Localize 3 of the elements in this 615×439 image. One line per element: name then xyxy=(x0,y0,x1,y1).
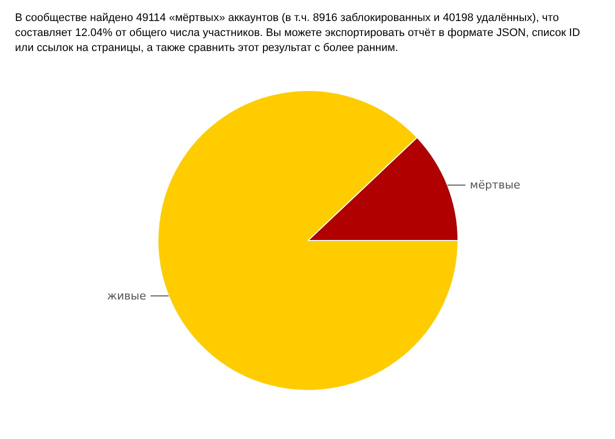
slice-label: мёртвые xyxy=(470,178,521,192)
chart-title: В сообществе найдено 49114 «мёртвых» аккаунтов (в т.ч. 8916 заблокированных и 40198 удалённых), что составляет 12.04% от общего числа участников. Вы можете экспортировать отчёт в формате JSON, список ID или ссылок на страницы, а также сравнить этот результат с более ранним. xyxy=(15,11,582,56)
slice-label: живые xyxy=(107,289,146,302)
